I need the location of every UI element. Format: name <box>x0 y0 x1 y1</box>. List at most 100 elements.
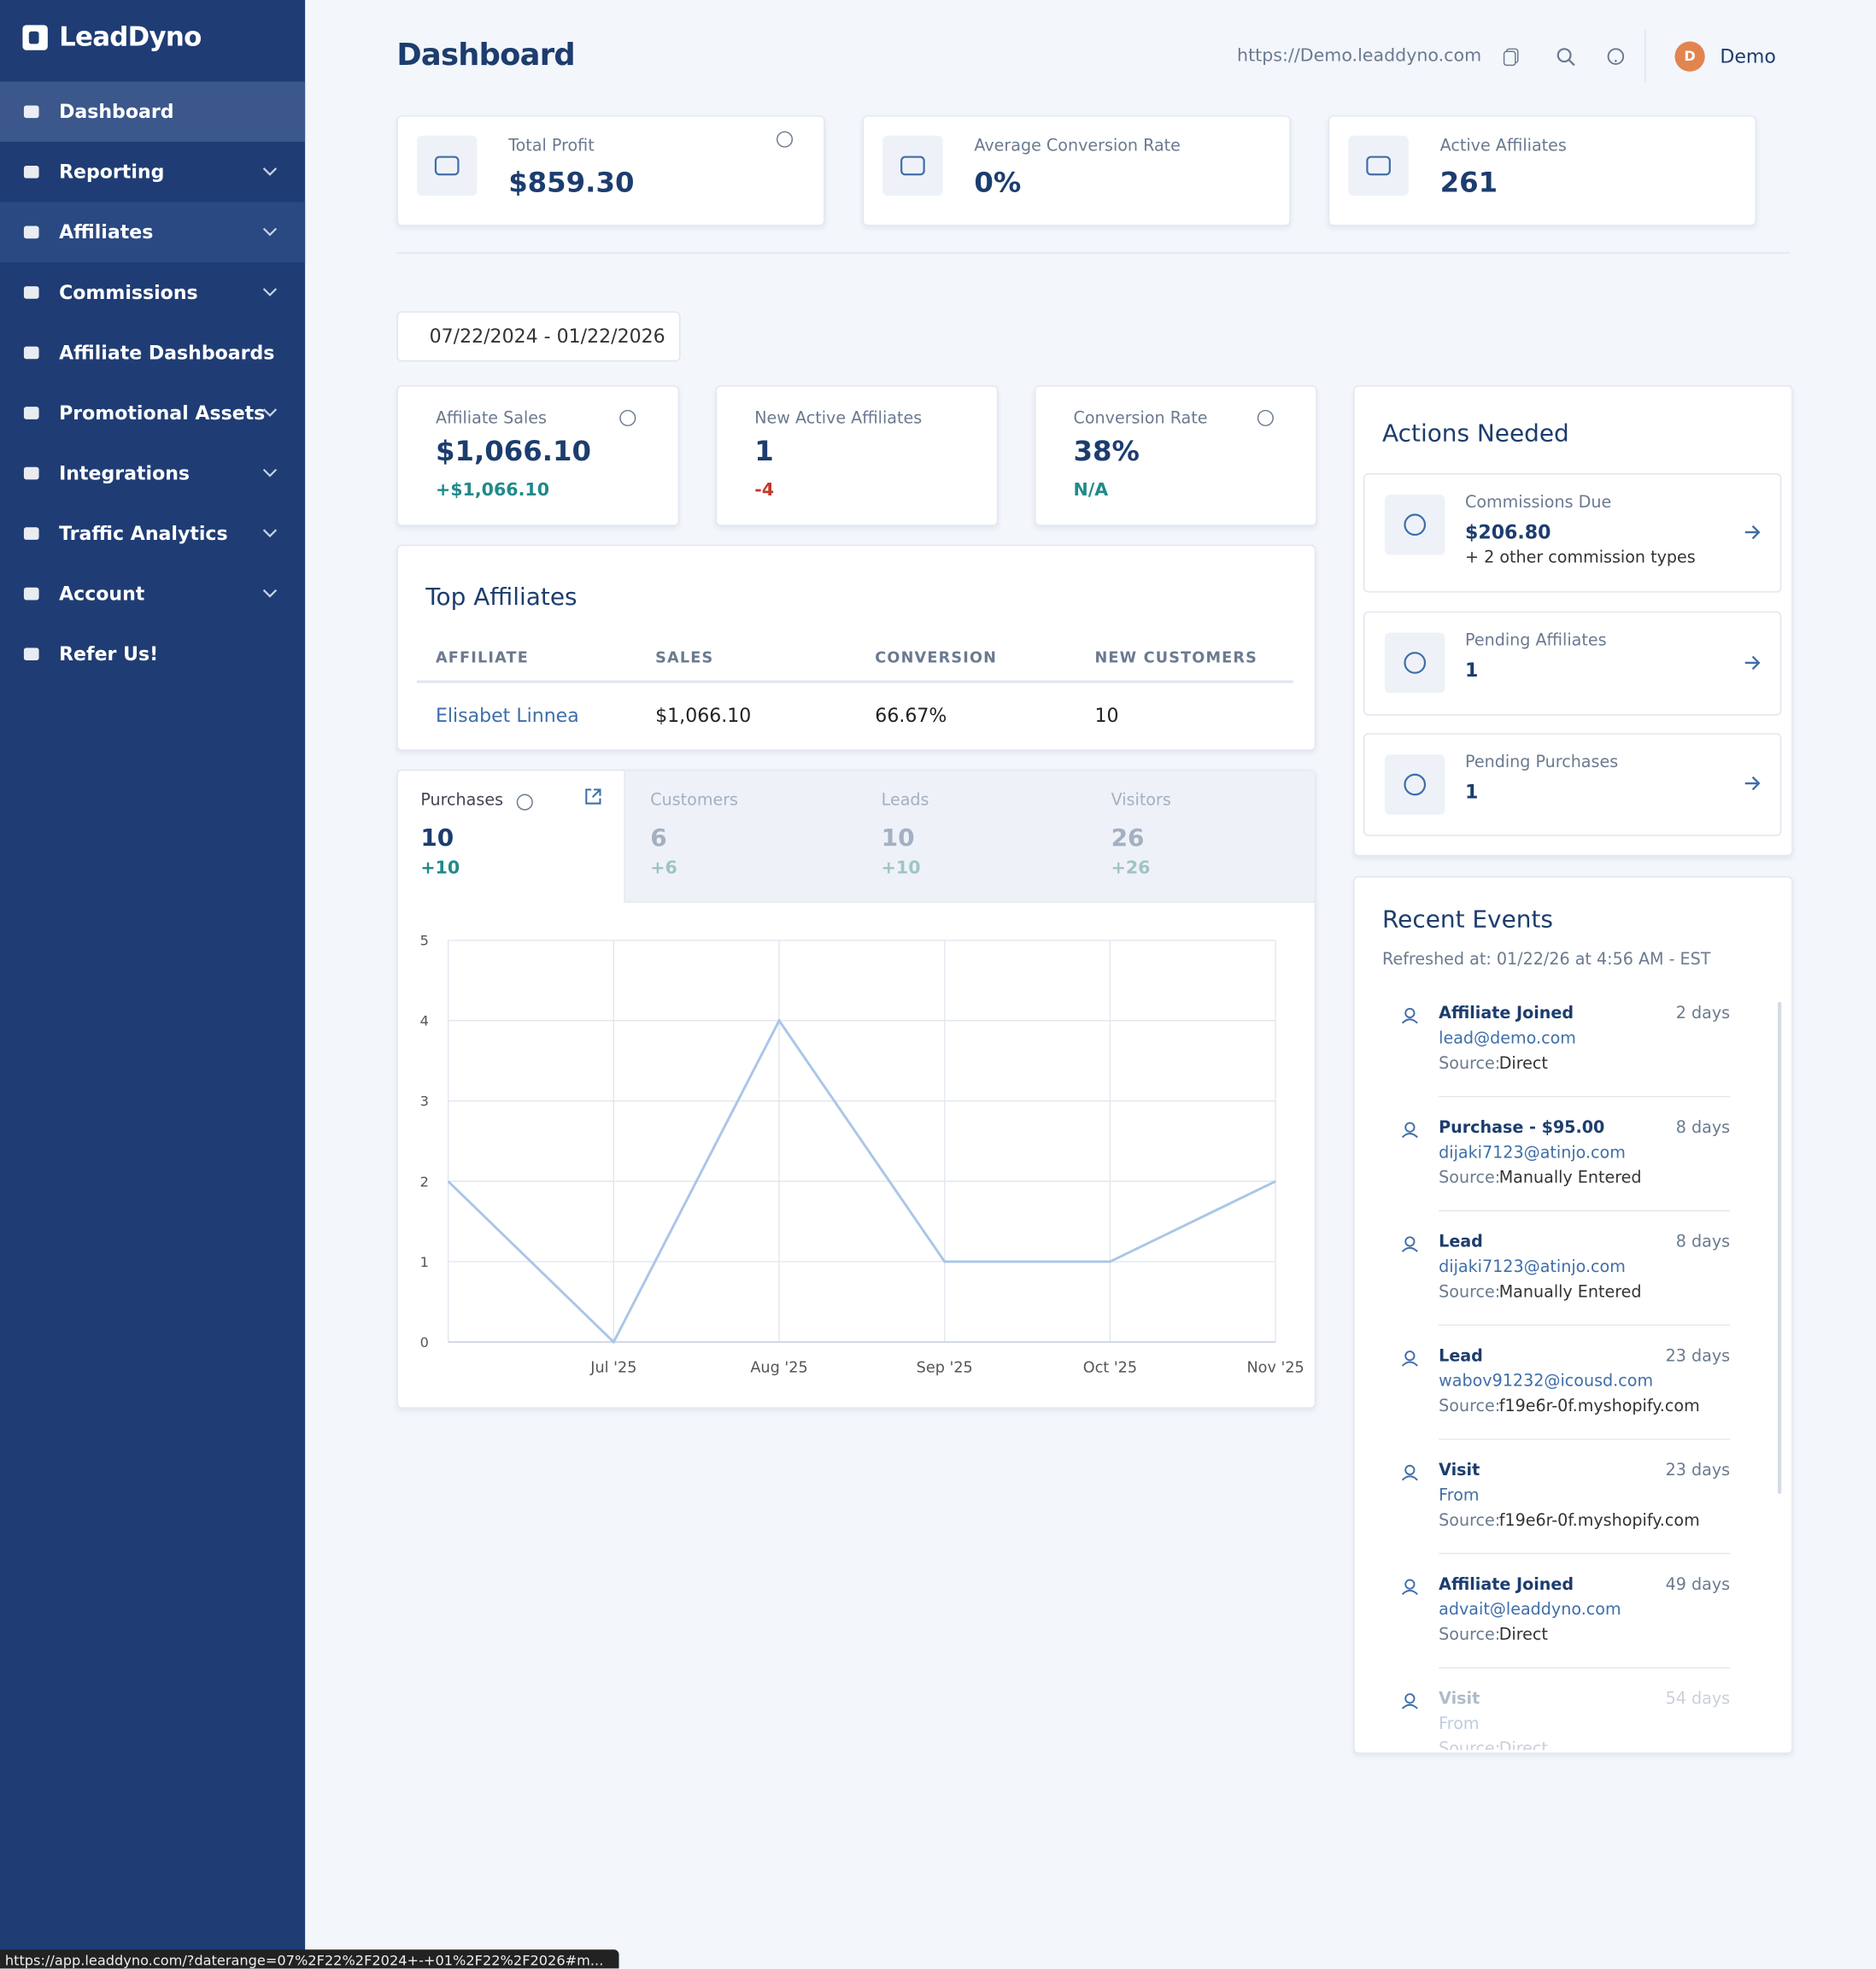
y-tick-label: 2 <box>420 1174 429 1190</box>
header-rule <box>416 680 1293 683</box>
summary-icon-box <box>882 135 943 196</box>
event-icon <box>1401 1464 1418 1481</box>
summary-icon-box <box>1348 135 1409 196</box>
search-button[interactable] <box>1556 48 1575 67</box>
copy-button[interactable] <box>1503 48 1521 67</box>
event-source: Direct <box>1498 1739 1548 1750</box>
event-title: Lead <box>1439 1347 1483 1367</box>
arrow-button[interactable] <box>1744 776 1761 791</box>
event-age: 49 days <box>1665 1575 1731 1595</box>
summary-value: 0% <box>974 167 1022 200</box>
arrow-button[interactable] <box>1744 524 1761 540</box>
table-cell[interactable]: Elisabet Linnea <box>435 704 579 727</box>
tab-value: 10 <box>420 823 454 853</box>
tab-label: Leads <box>881 791 929 811</box>
action-icon-box <box>1384 754 1445 815</box>
line <box>447 1017 1276 1345</box>
nav-label[interactable]: Reporting <box>59 161 165 184</box>
tab-change: +10 <box>881 858 921 879</box>
avatar[interactable] <box>1674 41 1705 72</box>
action-icon-box <box>1384 632 1445 694</box>
section-title: Recent Events <box>1382 905 1553 934</box>
y-tick-label: 4 <box>420 1013 429 1029</box>
event-detail: dijaki7123@atinjo.com <box>1439 1257 1626 1277</box>
summary-value: 261 <box>1439 167 1498 200</box>
nav-label[interactable]: Affiliate Dashboards <box>59 341 275 365</box>
summary-label: Average Conversion Rate <box>974 137 1181 156</box>
action-icon <box>1404 513 1427 536</box>
event-separator <box>1439 1667 1731 1669</box>
summary-icon <box>900 155 925 176</box>
nav-label[interactable]: Traffic Analytics <box>59 522 228 545</box>
kpi-change: N/A <box>1073 480 1109 501</box>
help-icon[interactable] <box>1257 409 1275 427</box>
help-icon[interactable] <box>776 131 794 149</box>
kpi-card <box>396 385 680 526</box>
summary-value: $859.30 <box>508 167 635 200</box>
kpi-card <box>1034 385 1317 526</box>
action-icon-box <box>1384 495 1445 555</box>
action-icon <box>1404 773 1427 796</box>
summary-icon <box>1366 155 1391 176</box>
nav-label[interactable]: Promotional Assets <box>59 401 266 425</box>
event-age: 8 days <box>1675 1118 1731 1138</box>
kpi-card <box>715 385 999 526</box>
tab-change: +26 <box>1111 858 1151 879</box>
event-detail: advait@leaddyno.com <box>1439 1601 1621 1620</box>
chevron <box>262 167 278 176</box>
nav-label[interactable]: Affiliates <box>59 220 154 244</box>
status-url: https://app.leaddyno.com/?daterange=07%2… <box>4 1952 604 1969</box>
nav-item[interactable] <box>0 202 306 263</box>
divider <box>1644 30 1646 83</box>
nav-item[interactable] <box>0 81 306 143</box>
nav-label[interactable]: Integrations <box>59 461 191 485</box>
scrollbar <box>1777 1001 1782 1494</box>
date-picker[interactable] <box>396 311 681 362</box>
event-age: 23 days <box>1665 1347 1731 1367</box>
nav-label[interactable]: Dashboard <box>59 100 174 124</box>
event-source: f19e6r-0f.myshopify.com <box>1498 1511 1700 1531</box>
event-icon <box>1401 1007 1418 1024</box>
event-icon <box>1401 1693 1418 1709</box>
section-title: Actions Needed <box>1382 419 1569 448</box>
source-label: Source: <box>1439 1397 1501 1417</box>
event-source: Direct <box>1498 1054 1548 1074</box>
open-external[interactable] <box>585 788 601 805</box>
help-icon[interactable] <box>516 794 534 812</box>
event-icon <box>1401 1351 1418 1367</box>
kpi-label: Conversion Rate <box>1073 409 1208 429</box>
date-range[interactable]: 07/22/2024 - 01/22/2026 <box>429 325 665 349</box>
x-tick-label: Oct '25 <box>1083 1359 1137 1376</box>
section-title: Top Affiliates <box>425 583 577 612</box>
help-button[interactable] <box>1607 48 1625 66</box>
tab-change: +10 <box>420 858 460 879</box>
source-label: Source: <box>1439 1054 1501 1074</box>
kpi-value: $1,066.10 <box>435 437 591 468</box>
nav-label[interactable]: Commissions <box>59 281 198 304</box>
action-value: 1 <box>1465 781 1479 804</box>
site-url: https://Demo.leaddyno.com <box>1237 45 1482 67</box>
action-label: Pending Affiliates <box>1465 631 1607 651</box>
nav-icon <box>23 165 39 179</box>
tab-value: 26 <box>1111 823 1145 853</box>
event-detail: From <box>1439 1486 1480 1506</box>
y-tick-label: 0 <box>420 1334 429 1351</box>
arrow-button[interactable] <box>1744 654 1761 670</box>
y-tick-label: 5 <box>420 933 429 949</box>
chevron <box>262 589 278 598</box>
divider <box>396 252 1791 254</box>
nav-item[interactable] <box>0 564 305 624</box>
nav-label[interactable]: Refer Us! <box>59 642 159 665</box>
inactive-tabs <box>624 771 1315 903</box>
nav-icon <box>23 466 39 480</box>
event-separator <box>1439 1210 1731 1212</box>
nav-label[interactable]: Account <box>59 582 145 606</box>
event-detail: lead@demo.com <box>1439 1029 1576 1049</box>
source-label: Source: <box>1439 1739 1501 1750</box>
help-icon[interactable] <box>619 409 637 427</box>
nav-icon <box>23 226 39 239</box>
avatar-initial: D <box>1684 48 1696 65</box>
user-name[interactable]: Demo <box>1720 44 1776 68</box>
tab-change: +6 <box>650 858 677 879</box>
event-separator <box>1439 1552 1731 1555</box>
